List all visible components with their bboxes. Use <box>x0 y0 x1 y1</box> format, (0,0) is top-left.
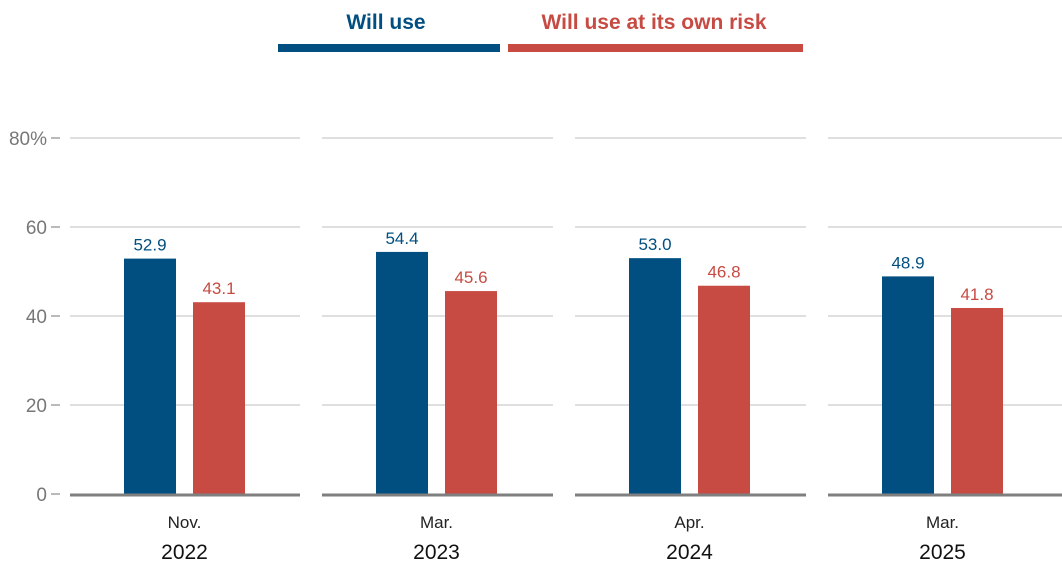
legend-swatch <box>278 44 500 52</box>
bar <box>698 285 750 494</box>
legend-label: Will use <box>346 11 425 34</box>
y-axis: 0 20 40 60 80% <box>9 129 60 506</box>
bars: 52.9 43.1 54.4 45.6 53.0 46.8 48.9 41.8 <box>124 229 1003 494</box>
y-tick-label: 80% <box>9 129 47 150</box>
y-tick-label: 0 <box>36 485 47 506</box>
bar <box>882 276 934 494</box>
data-label: 52.9 <box>133 236 166 255</box>
x-tick-month-label: Nov. <box>168 513 202 532</box>
y-tick-label: 20 <box>26 396 47 417</box>
x-tick-year-label: 2022 <box>161 541 208 564</box>
bar <box>951 307 1003 494</box>
bar <box>193 302 245 494</box>
bar <box>124 258 176 494</box>
gridlines <box>70 137 1062 406</box>
legend: Will use Will use at its own risk <box>278 11 803 52</box>
legend-swatch <box>508 44 803 52</box>
data-label: 54.4 <box>385 229 418 248</box>
data-label: 46.8 <box>707 263 740 282</box>
x-tick-month-label: Apr. <box>674 513 704 532</box>
data-label: 53.0 <box>638 235 671 254</box>
data-label: 41.8 <box>960 285 993 304</box>
y-tick-label: 40 <box>26 307 47 328</box>
x-axis: Nov. 2022 Mar. 2023 Apr. 2024 Mar. 2025 <box>70 493 1062 564</box>
legend-label: Will use at its own risk <box>541 11 766 34</box>
bar <box>376 251 428 494</box>
y-tick-label: 60 <box>26 218 47 239</box>
bar <box>445 291 497 494</box>
data-label: 48.9 <box>891 253 924 272</box>
bar <box>629 258 681 494</box>
x-tick-year-label: 2024 <box>666 541 713 564</box>
x-tick-year-label: 2023 <box>413 541 460 564</box>
x-tick-month-label: Mar. <box>420 513 453 532</box>
x-tick-month-label: Mar. <box>926 513 959 532</box>
data-label: 43.1 <box>202 279 235 298</box>
data-label: 45.6 <box>454 268 487 287</box>
x-tick-year-label: 2025 <box>919 541 966 564</box>
